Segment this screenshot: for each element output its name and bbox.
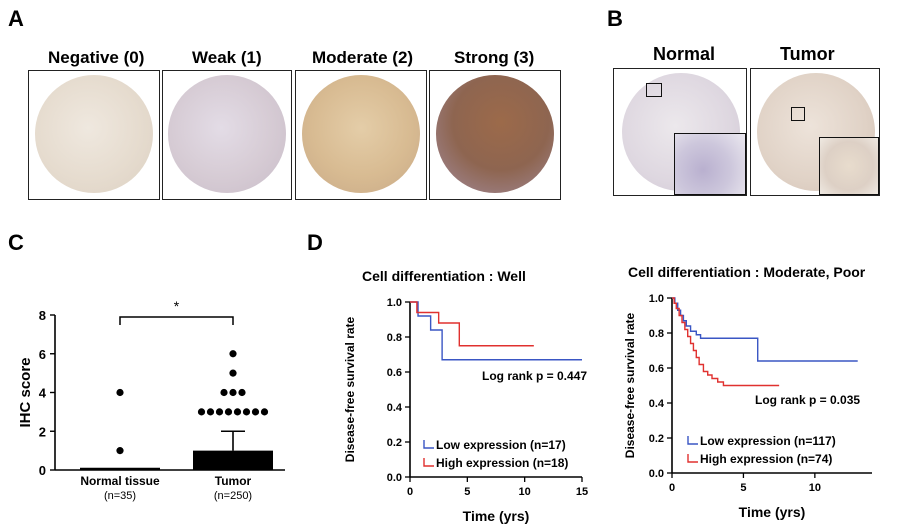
y-tick-label: 0.0	[387, 472, 402, 484]
legend-marker	[687, 454, 698, 463]
significance-bracket	[119, 316, 234, 325]
log-rank-annotation: Log rank p = 0.447	[482, 369, 587, 383]
data-point	[242, 408, 251, 416]
panel-label-c: C	[8, 230, 24, 255]
zoom-marker	[791, 107, 805, 121]
x-axis-label: Time (yrs)	[739, 504, 806, 520]
y-tick-label: 2	[39, 424, 46, 439]
data-point	[220, 388, 228, 397]
km-chart-title-well: Cell differentiation : Well	[362, 268, 526, 284]
legend-marker	[687, 436, 698, 445]
x-tick-label: 0	[669, 482, 675, 494]
tissue-core	[436, 75, 554, 193]
zoom-inset	[674, 133, 746, 195]
x-tick-label: 0	[407, 486, 413, 498]
panel-label-d: D	[307, 230, 323, 255]
data-point	[260, 408, 269, 416]
tissue-image-normal	[613, 68, 747, 196]
log-rank-annotation: Log rank p = 0.035	[755, 393, 860, 407]
km-chart-title-moderate-poor: Cell differentiation : Moderate, Poor	[628, 264, 866, 280]
panel-label-a: A	[8, 6, 24, 31]
data-point	[229, 350, 237, 358]
tissue-core	[35, 75, 153, 193]
category-label: Normal tissue	[80, 474, 160, 488]
y-tick-label: 1.0	[649, 293, 664, 305]
y-tick-label: 0.8	[387, 332, 402, 344]
x-tick-label: 5	[740, 482, 746, 494]
title-negative: Negative (0)	[48, 48, 145, 67]
data-point	[215, 408, 224, 416]
tissue-image-strong	[429, 70, 561, 200]
data-point	[197, 408, 206, 416]
y-tick-label: 8	[39, 308, 46, 323]
title-strong: Strong (3)	[454, 48, 535, 67]
survival-curve	[672, 297, 858, 362]
zoom-inset	[819, 137, 879, 195]
data-point	[251, 408, 260, 416]
y-axis-label: IHC score	[17, 357, 34, 427]
y-tick-label: 0.4	[387, 402, 403, 414]
tissue-image-weak	[162, 70, 292, 200]
tissue-image-moderate	[295, 70, 427, 200]
tissue-image-tumor	[750, 68, 880, 196]
data-point	[224, 408, 233, 416]
title-normal: Normal	[653, 44, 716, 64]
y-tick-label: 0.2	[387, 437, 402, 449]
category-n-label: (n=250)	[214, 490, 252, 502]
y-tick-label: 0	[39, 463, 46, 478]
survival-curve	[410, 301, 534, 347]
y-tick-label: 4	[39, 386, 47, 401]
tissue-core	[168, 75, 286, 193]
chart-ihc-score: 0 2 4 6 8 IHC score * Normal tissue (n=35) Tumor (…	[17, 298, 285, 502]
legend-label: Low expression (n=17)	[436, 438, 566, 452]
category-n-label: (n=35)	[104, 490, 136, 502]
x-tick-label: 10	[809, 482, 821, 494]
y-tick-label: 1.0	[387, 297, 402, 309]
tissue-image-negative	[28, 70, 160, 200]
x-axis-label: Time (yrs)	[463, 508, 530, 524]
zoom-marker	[646, 83, 662, 97]
title-weak: Weak (1)	[192, 48, 262, 67]
category-label: Tumor	[215, 474, 252, 488]
survival-curve	[672, 297, 780, 387]
significance-star: *	[174, 298, 180, 314]
legend-marker	[423, 440, 434, 449]
y-tick-label: 0.6	[387, 367, 402, 379]
y-axis-label: Disease-free survival rate	[623, 312, 637, 458]
x-tick-label: 15	[576, 486, 588, 498]
data-point	[229, 369, 237, 377]
y-tick-label: 6	[39, 347, 46, 362]
y-tick-label: 0.0	[649, 468, 664, 480]
x-tick-label: 5	[464, 486, 470, 498]
y-axis-label: Disease-free survival rate	[343, 316, 357, 462]
title-moderate: Moderate (2)	[312, 48, 414, 67]
title-tumor: Tumor	[780, 44, 835, 64]
legend-label: High expression (n=74)	[700, 452, 832, 466]
y-tick-label: 0.4	[649, 398, 665, 410]
mean-bar	[193, 450, 273, 470]
y-tick-label: 0.6	[649, 363, 664, 375]
km-chart-well: 0.0 0.2 0.4 0.6 0.8 1.0 0 5 10 15 Time (yrs) Diseas…	[343, 297, 588, 524]
y-tick-label: 0.8	[649, 328, 664, 340]
data-point	[116, 388, 124, 397]
legend-label: Low expression (n=117)	[700, 434, 836, 448]
data-point	[233, 408, 242, 416]
data-point	[116, 447, 124, 455]
legend-marker	[423, 458, 434, 467]
panel-label-b: B	[607, 6, 623, 31]
data-point	[206, 408, 215, 416]
survival-curve	[410, 301, 582, 361]
data-point	[229, 388, 237, 397]
legend-label: High expression (n=18)	[436, 456, 568, 470]
data-point	[238, 388, 246, 397]
y-tick-label: 0.2	[649, 433, 664, 445]
tissue-core	[302, 75, 420, 193]
x-tick-label: 10	[519, 486, 531, 498]
